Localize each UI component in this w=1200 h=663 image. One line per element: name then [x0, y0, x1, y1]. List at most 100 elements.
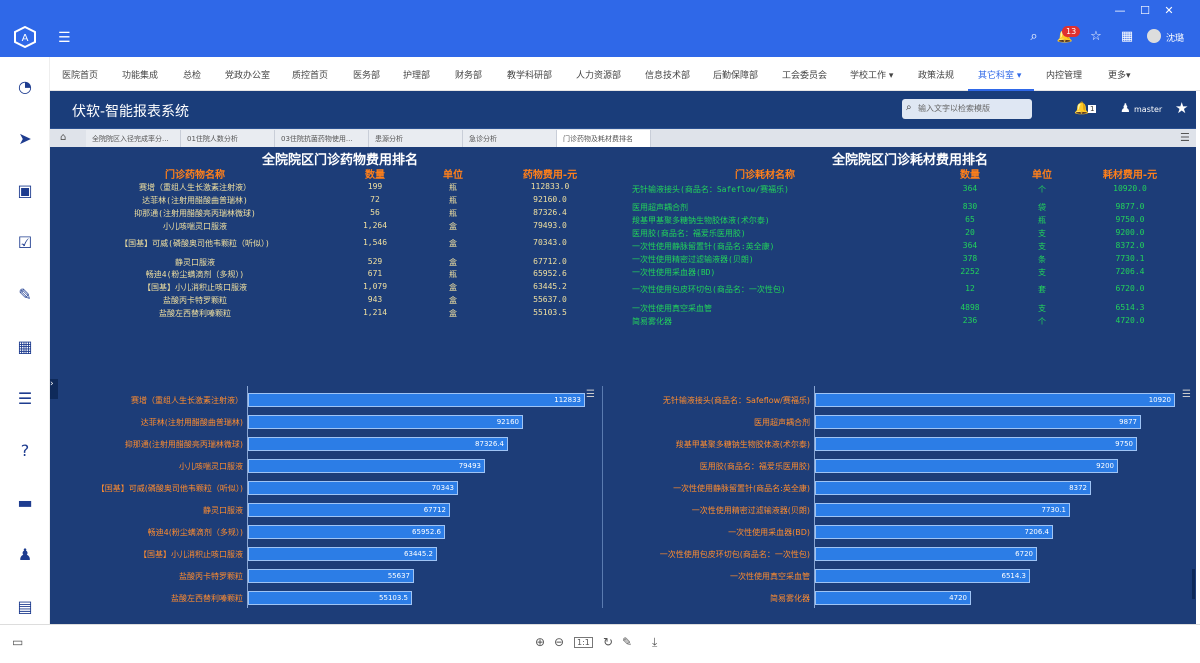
material-chart-bar[interactable]: 7206.4 [815, 525, 1053, 539]
nav-item[interactable]: 后勤保障部 [713, 71, 759, 81]
material-chart-bar[interactable]: 8372 [815, 481, 1091, 495]
grid-icon[interactable]: ▦ [1120, 29, 1134, 44]
home-icon[interactable]: ⌂ [60, 132, 67, 143]
chart-menu-icon[interactable]: ☰ [586, 389, 595, 400]
nav-item[interactable]: 教学科研部 [507, 71, 553, 81]
drug-chart-bar[interactable]: 63445.2 [248, 547, 437, 561]
tab[interactable]: 全院院区入径完成率分... [86, 130, 181, 147]
bell-icon[interactable]: 🔔 [1074, 101, 1089, 115]
tab[interactable]: 急诊分析 [463, 130, 557, 147]
nav-item[interactable]: 党政办公室 [225, 71, 271, 81]
tab-active[interactable]: 门诊药物及耗材费排名 [557, 130, 651, 147]
template-search-input[interactable]: 输入文字以检索模版 [902, 99, 1032, 119]
drug-table-cell: 瓶 [449, 183, 457, 192]
material-chart-bar[interactable]: 7730.1 [815, 503, 1070, 517]
nav-item[interactable]: 信息技术部 [645, 71, 691, 81]
briefcase-icon[interactable]: ▣ [17, 181, 33, 200]
nav-item[interactable]: 内控管理 [1046, 71, 1083, 81]
star-icon[interactable]: ☆ [1090, 29, 1102, 44]
actual-size-button[interactable]: 1:1 [574, 637, 593, 648]
expand-arrow-icon[interactable]: › [50, 379, 58, 399]
tab[interactable]: 03住院抗菌药物使用... [275, 130, 369, 147]
nav-item[interactable]: 总检 [183, 71, 202, 81]
drug-chart-axis [247, 386, 248, 608]
bottom-toolbar: ▭ ⊕ ⊖ 1:1 ↻ ✎ ⤓ [0, 624, 1200, 663]
zoom-out-icon[interactable]: ⊖ [554, 635, 565, 649]
nav-item[interactable]: 政策法规 [918, 71, 955, 81]
drug-chart-bar[interactable]: 55103.5 [248, 591, 412, 605]
drug-chart-bar[interactable]: 79493 [248, 459, 485, 473]
maximize-icon[interactable]: ☐ [1140, 4, 1150, 17]
material-table-cell: 医用胶(商品名：福爱乐医用胶) [632, 229, 746, 238]
drug-table-cell: 静灵口服液 [175, 258, 215, 267]
person-icon[interactable]: ♟ [17, 545, 33, 564]
nav-item-active[interactable]: 其它科室 ▾ [978, 71, 1022, 81]
nav-item[interactable]: 更多▾ [1108, 71, 1131, 81]
drug-chart-bar[interactable]: 112833 [248, 393, 585, 407]
nav-item[interactable]: 质控首页 [292, 71, 329, 81]
help-icon[interactable]: ? [20, 441, 30, 460]
drug-chart-bar[interactable]: 55637 [248, 569, 414, 583]
nav-item[interactable]: 工会委员会 [782, 71, 828, 81]
search-icon[interactable]: ⌕ [1030, 29, 1038, 44]
contacts-icon[interactable]: ▤ [17, 597, 33, 616]
user-label[interactable]: master [1134, 105, 1163, 114]
material-table-cell: 医用超声耦合剂 [632, 203, 688, 212]
drug-chart-category-label: 抑那通(注射用醋酸亮丙瑞林微球) [124, 440, 243, 449]
drug-chart-bar[interactable]: 67712 [248, 503, 450, 517]
tab[interactable]: 01住院人数分析 [181, 130, 275, 147]
zoom-in-icon[interactable]: ⊕ [535, 635, 546, 649]
chart-menu-icon[interactable]: ☰ [1182, 389, 1191, 400]
drug-table-cell: 1,264 [362, 221, 388, 230]
checklist-icon[interactable]: ☰ [17, 389, 33, 408]
report-header: 伏软-智能报表系统 输入文字以检索模版 ⌕ 🔔 1 ♟ master ★ [50, 91, 1196, 129]
nav-item[interactable]: 学校工作 ▾ [850, 71, 894, 81]
drug-chart-bar[interactable]: 87326.4 [248, 437, 508, 451]
avatar[interactable] [1147, 29, 1161, 43]
material-chart-category-label: 羧基甲基聚多糖钠生物胶体液(术尔泰) [675, 440, 810, 449]
drug-chart-bar[interactable]: 65952.6 [248, 525, 445, 539]
material-chart-bar[interactable]: 9877 [815, 415, 1141, 429]
material-table-cell: 一次性使用采血器(BD) [632, 268, 716, 277]
dashboard-icon[interactable]: ◔ [18, 77, 32, 96]
drug-table-cell: 92160.0 [533, 195, 567, 204]
material-table-cell: 简易雾化器 [632, 317, 672, 326]
nav-item[interactable]: 财务部 [455, 71, 483, 81]
minimize-icon[interactable]: — [1114, 4, 1126, 17]
nav-item[interactable]: 功能集成 [122, 71, 159, 81]
calendar-icon[interactable]: ▦ [17, 337, 33, 356]
download-icon[interactable]: ⤓ [652, 635, 658, 649]
rotate-icon[interactable]: ↻ [603, 635, 614, 649]
material-chart-bar[interactable]: 10920 [815, 393, 1175, 407]
user-icon[interactable]: ♟ [1120, 101, 1131, 115]
drug-chart-bar[interactable]: 92160 [248, 415, 523, 429]
material-chart-bar[interactable]: 6720 [815, 547, 1037, 561]
column-header: 药物费用-元 [522, 170, 578, 181]
favorite-icon[interactable]: ★ [1175, 99, 1189, 117]
material-chart-bar[interactable]: 6514.3 [815, 569, 1030, 583]
calendar-check-icon[interactable]: ☑ [17, 233, 33, 252]
app-logo-icon[interactable]: A [14, 26, 36, 48]
send-icon[interactable]: ➤ [18, 129, 32, 148]
material-chart-bar[interactable]: 9750 [815, 437, 1137, 451]
material-chart-category-label: 医用胶(商品名：福爱乐医用胶) [699, 462, 810, 471]
car-icon[interactable]: ▬ [17, 493, 33, 512]
nav-item[interactable]: 医务部 [353, 71, 381, 81]
tabs-menu-icon[interactable]: ☰ [1180, 131, 1190, 144]
nav-item[interactable]: 护理部 [403, 71, 431, 81]
material-chart-bar[interactable]: 9200 [815, 459, 1118, 473]
close-icon[interactable]: ✕ [1164, 4, 1174, 17]
notification-badge: 13 [1062, 26, 1081, 37]
tab[interactable]: 患源分析 [369, 130, 463, 147]
nav-item[interactable]: 人力资源部 [576, 71, 622, 81]
user-name[interactable]: 沈璐 [1166, 34, 1185, 44]
drug-chart-bar[interactable]: 70343 [248, 481, 458, 495]
menu-toggle-icon[interactable]: ☰ [58, 30, 71, 46]
tools-icon[interactable]: ✎ [18, 285, 32, 304]
material-chart-bar[interactable]: 4720 [815, 591, 971, 605]
drug-table-cell: 【国基】小儿消积止咳口服液 [143, 283, 247, 292]
nav-item[interactable]: 医院首页 [62, 71, 99, 81]
scrollbar[interactable] [1192, 569, 1195, 599]
edit-icon[interactable]: ✎ [622, 635, 633, 649]
panel-icon[interactable]: ▭ [12, 635, 24, 649]
